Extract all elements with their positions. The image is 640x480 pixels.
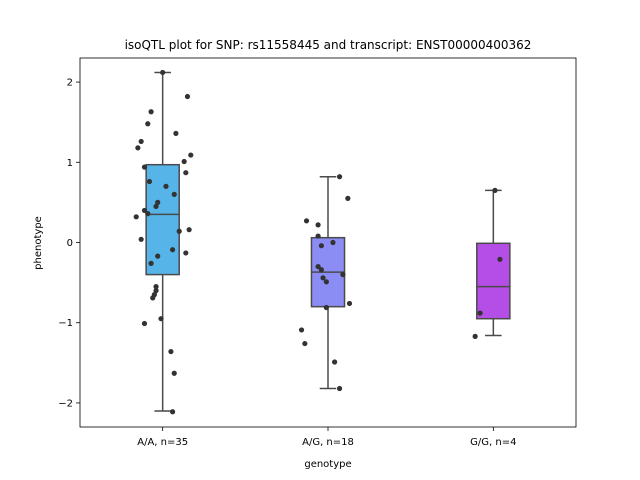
data-point bbox=[323, 279, 329, 285]
data-point bbox=[163, 183, 169, 189]
axes-frame bbox=[79, 57, 577, 428]
data-point bbox=[171, 370, 177, 376]
y-axis-label: phenotype bbox=[33, 216, 44, 270]
data-point bbox=[315, 233, 321, 239]
y-tick-label: 2 bbox=[67, 78, 73, 89]
data-point bbox=[336, 174, 343, 180]
x-tick-label: A/A, n=35 bbox=[137, 437, 188, 448]
data-point bbox=[183, 250, 189, 256]
data-point bbox=[184, 93, 191, 100]
data-point bbox=[153, 284, 159, 290]
data-point bbox=[181, 158, 187, 165]
data-point bbox=[169, 409, 176, 415]
data-point bbox=[171, 191, 177, 197]
data-point bbox=[298, 327, 305, 333]
data-point bbox=[188, 152, 194, 158]
data-point bbox=[345, 195, 351, 201]
data-point bbox=[145, 211, 151, 217]
data-point bbox=[318, 243, 324, 249]
data-point bbox=[168, 348, 174, 355]
data-point bbox=[176, 228, 182, 234]
data-point bbox=[145, 121, 151, 127]
data-point bbox=[169, 247, 176, 253]
data-point bbox=[135, 145, 141, 151]
data-point bbox=[346, 300, 353, 307]
x-tick-label: A/G, n=18 bbox=[302, 437, 354, 448]
data-point bbox=[336, 385, 343, 392]
y-tick-label: −2 bbox=[58, 398, 73, 409]
box bbox=[145, 163, 180, 276]
data-point bbox=[497, 256, 503, 262]
data-point bbox=[153, 288, 159, 294]
data-point bbox=[303, 218, 310, 224]
data-point bbox=[315, 222, 321, 228]
data-point bbox=[160, 69, 166, 76]
data-point bbox=[150, 295, 156, 301]
data-point bbox=[141, 164, 148, 170]
box bbox=[476, 242, 511, 320]
data-point bbox=[492, 187, 498, 193]
box-group-3 bbox=[476, 189, 511, 337]
x-tick-label: G/G, n=4 bbox=[470, 437, 516, 448]
data-point bbox=[318, 267, 324, 273]
data-point bbox=[153, 203, 159, 210]
y-tick-label: −1 bbox=[58, 318, 73, 329]
data-point bbox=[332, 359, 338, 365]
data-point bbox=[186, 227, 192, 233]
box-group-2 bbox=[310, 175, 346, 390]
data-point bbox=[302, 340, 308, 347]
data-point bbox=[146, 178, 153, 185]
data-point bbox=[320, 275, 326, 281]
data-point bbox=[155, 253, 161, 259]
data-point bbox=[141, 207, 148, 214]
data-point bbox=[330, 239, 336, 246]
data-point bbox=[340, 271, 346, 278]
chart-title: isoQTL plot for SNP: rs11558445 and tran… bbox=[125, 38, 532, 52]
data-point bbox=[477, 310, 483, 316]
data-point bbox=[323, 304, 329, 311]
data-point bbox=[148, 260, 154, 266]
data-point bbox=[133, 214, 139, 220]
data-point bbox=[183, 170, 189, 176]
plot-area: −2 −1 0 1 2 A/A, n=35 A/G, n=18 G/G, n=4 bbox=[58, 69, 516, 448]
data-point bbox=[155, 199, 161, 205]
y-tick-label: 0 bbox=[67, 238, 73, 249]
data-point bbox=[315, 263, 321, 270]
data-point bbox=[173, 130, 179, 137]
box-group-1 bbox=[145, 71, 180, 412]
data-point bbox=[138, 138, 144, 145]
x-axis-label: genotype bbox=[304, 459, 351, 470]
data-point bbox=[138, 236, 144, 242]
data-point bbox=[472, 333, 478, 339]
data-point bbox=[158, 316, 164, 322]
data-point bbox=[148, 109, 154, 115]
data-point bbox=[141, 320, 148, 327]
y-tick-label: 1 bbox=[67, 158, 73, 169]
